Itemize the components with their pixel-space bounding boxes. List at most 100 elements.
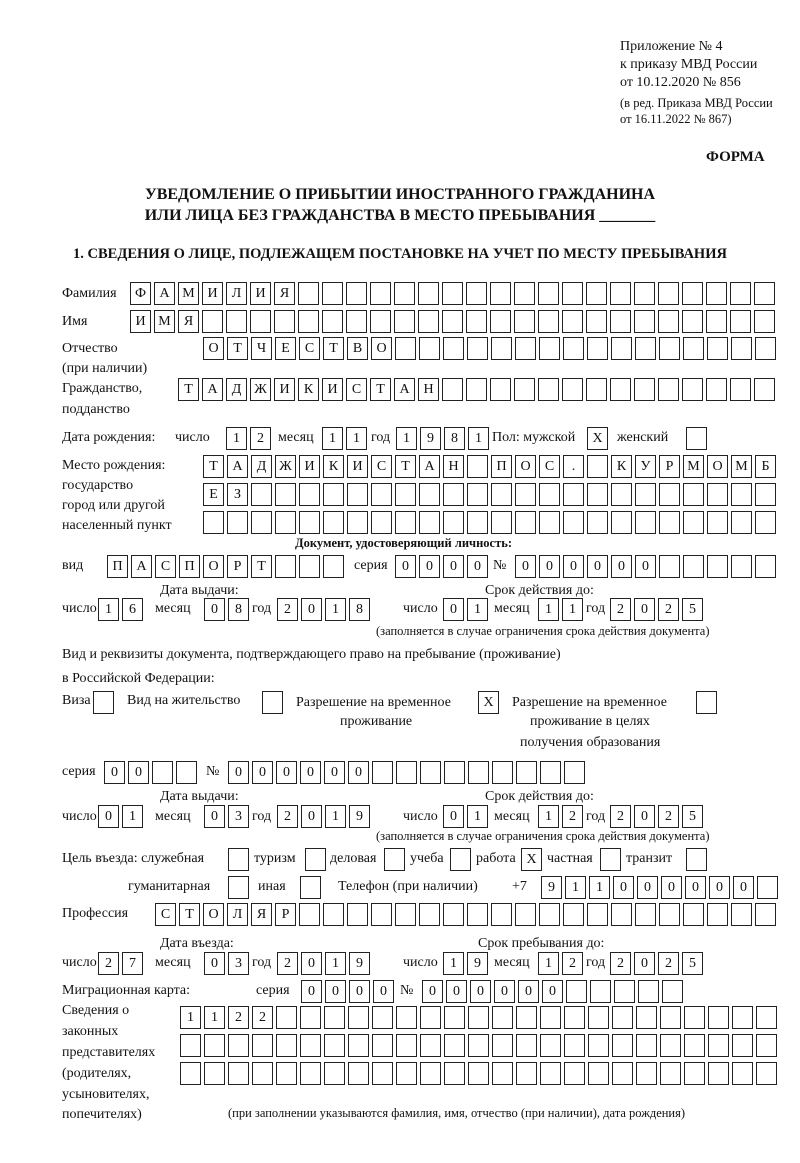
char-cell[interactable] — [564, 1062, 585, 1085]
char-cell[interactable]: И — [347, 455, 368, 478]
char-cell[interactable] — [587, 483, 608, 506]
char-cell[interactable] — [563, 511, 584, 534]
char-cell[interactable] — [516, 761, 537, 784]
char-cell[interactable]: 2 — [658, 598, 679, 621]
char-cell[interactable] — [203, 511, 224, 534]
char-cell[interactable] — [754, 282, 775, 305]
char-cell[interactable] — [563, 903, 584, 926]
char-cell[interactable] — [442, 378, 463, 401]
char-cell[interactable] — [755, 555, 776, 578]
char-cell[interactable] — [202, 310, 223, 333]
char-cell[interactable]: 1 — [562, 598, 583, 621]
char-cell[interactable] — [275, 511, 296, 534]
char-cell[interactable]: В — [347, 337, 368, 360]
char-cell[interactable]: П — [491, 455, 512, 478]
char-cell[interactable] — [683, 483, 704, 506]
char-cell[interactable] — [600, 848, 621, 871]
char-cell[interactable] — [442, 282, 463, 305]
char-cell[interactable] — [419, 483, 440, 506]
char-cell[interactable]: 1 — [98, 598, 119, 621]
char-cell[interactable] — [638, 980, 659, 1003]
char-cell[interactable]: Е — [275, 337, 296, 360]
char-cell[interactable] — [564, 761, 585, 784]
char-cell[interactable]: Ч — [251, 337, 272, 360]
char-cell[interactable] — [683, 903, 704, 926]
char-cell[interactable] — [611, 337, 632, 360]
char-cell[interactable]: 0 — [518, 980, 539, 1003]
char-cell[interactable] — [614, 980, 635, 1003]
char-cell[interactable] — [706, 378, 727, 401]
char-cell[interactable]: 2 — [250, 427, 271, 450]
char-cell[interactable] — [708, 1034, 729, 1057]
char-cell[interactable]: Д — [226, 378, 247, 401]
char-cell[interactable] — [490, 282, 511, 305]
char-cell[interactable] — [467, 511, 488, 534]
char-cell[interactable] — [755, 511, 776, 534]
char-cell[interactable] — [756, 1034, 777, 1057]
char-cell[interactable]: 0 — [587, 555, 608, 578]
char-cell[interactable] — [686, 427, 707, 450]
char-cell[interactable]: 1 — [180, 1006, 201, 1029]
char-cell[interactable] — [492, 1062, 513, 1085]
char-cell[interactable] — [636, 1006, 657, 1029]
char-cell[interactable] — [323, 903, 344, 926]
char-cell[interactable]: 1 — [322, 427, 343, 450]
char-cell[interactable] — [396, 1062, 417, 1085]
char-cell[interactable]: 0 — [685, 876, 706, 899]
char-cell[interactable] — [442, 310, 463, 333]
char-cell[interactable] — [180, 1034, 201, 1057]
char-cell[interactable] — [467, 483, 488, 506]
char-cell[interactable]: М — [178, 282, 199, 305]
char-cell[interactable]: 2 — [658, 952, 679, 975]
char-cell[interactable] — [395, 483, 416, 506]
char-cell[interactable]: 0 — [301, 805, 322, 828]
char-cell[interactable]: 1 — [346, 427, 367, 450]
char-cell[interactable]: 2 — [98, 952, 119, 975]
char-cell[interactable]: 9 — [541, 876, 562, 899]
char-cell[interactable] — [514, 282, 535, 305]
char-cell[interactable] — [707, 903, 728, 926]
char-cell[interactable]: 0 — [228, 761, 249, 784]
char-cell[interactable] — [610, 378, 631, 401]
char-cell[interactable] — [682, 310, 703, 333]
char-cell[interactable] — [514, 378, 535, 401]
char-cell[interactable] — [515, 483, 536, 506]
char-cell[interactable] — [180, 1062, 201, 1085]
char-cell[interactable] — [538, 310, 559, 333]
char-cell[interactable] — [394, 310, 415, 333]
char-cell[interactable] — [658, 282, 679, 305]
char-cell[interactable]: К — [323, 455, 344, 478]
char-cell[interactable]: Т — [251, 555, 272, 578]
char-cell[interactable]: 9 — [420, 427, 441, 450]
char-cell[interactable]: С — [299, 337, 320, 360]
char-cell[interactable] — [754, 378, 775, 401]
char-cell[interactable]: Т — [370, 378, 391, 401]
char-cell[interactable] — [707, 337, 728, 360]
char-cell[interactable] — [564, 1006, 585, 1029]
char-cell[interactable]: С — [155, 903, 176, 926]
char-cell[interactable]: 0 — [348, 761, 369, 784]
char-cell[interactable]: 5 — [682, 805, 703, 828]
char-cell[interactable]: А — [202, 378, 223, 401]
char-cell[interactable]: 1 — [122, 805, 143, 828]
char-cell[interactable] — [682, 282, 703, 305]
char-cell[interactable] — [275, 555, 296, 578]
char-cell[interactable] — [444, 1006, 465, 1029]
char-cell[interactable]: 0 — [324, 761, 345, 784]
char-cell[interactable] — [93, 691, 114, 714]
char-cell[interactable] — [420, 1006, 441, 1029]
char-cell[interactable]: 1 — [467, 598, 488, 621]
char-cell[interactable] — [659, 555, 680, 578]
char-cell[interactable]: 0 — [443, 598, 464, 621]
char-cell[interactable]: П — [179, 555, 200, 578]
char-cell[interactable]: 1 — [204, 1006, 225, 1029]
char-cell[interactable]: 0 — [204, 598, 225, 621]
char-cell[interactable] — [696, 691, 717, 714]
char-cell[interactable] — [396, 761, 417, 784]
char-cell[interactable] — [731, 511, 752, 534]
char-cell[interactable] — [612, 1034, 633, 1057]
char-cell[interactable] — [634, 282, 655, 305]
char-cell[interactable] — [635, 511, 656, 534]
char-cell[interactable]: Я — [251, 903, 272, 926]
char-cell[interactable]: 0 — [204, 952, 225, 975]
